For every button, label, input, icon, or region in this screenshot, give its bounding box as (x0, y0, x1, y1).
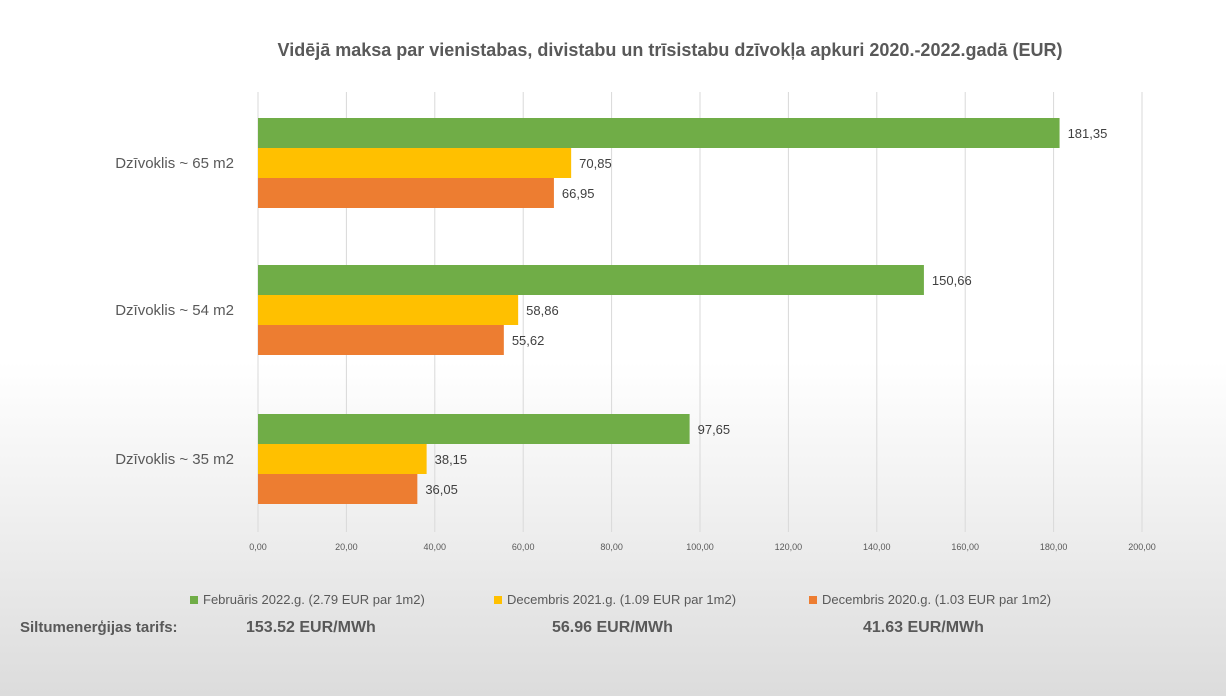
x-tick-label: 140,00 (863, 542, 891, 552)
data-label: 97,65 (698, 422, 731, 437)
tariff-label: Siltumenerģijas tarifs: (20, 619, 178, 636)
legend-item-dec-2021: Decembris 2021.g. (1.09 EUR par 1m2) (494, 592, 736, 607)
data-label: 38,15 (435, 452, 468, 467)
tariff-value-2022: 153.52 EUR/MWh (246, 619, 376, 636)
x-tick-label: 60,00 (512, 542, 535, 552)
bar (258, 265, 924, 295)
data-label: 36,05 (425, 482, 458, 497)
legend-item-dec-2020: Decembris 2020.g. (1.03 EUR par 1m2) (809, 592, 1051, 607)
bar (258, 178, 554, 208)
category-label: Dzīvoklis ~ 54 m2 (115, 302, 234, 319)
bar (258, 414, 690, 444)
bar (258, 444, 427, 474)
x-tick-label: 80,00 (600, 542, 623, 552)
x-tick-label: 120,00 (775, 542, 803, 552)
category-label: Dzīvoklis ~ 65 m2 (115, 155, 234, 172)
legend-swatch-orange (809, 596, 817, 604)
x-tick-label: 180,00 (1040, 542, 1068, 552)
bar (258, 118, 1060, 148)
x-tick-label: 40,00 (424, 542, 447, 552)
data-label: 66,95 (562, 186, 595, 201)
data-label: 150,66 (932, 273, 972, 288)
legend-label: Februāris 2022.g. (2.79 EUR par 1m2) (203, 592, 425, 607)
chart-title: Vidējā maksa par vienistabas, divistabu … (277, 40, 1063, 60)
x-tick-label: 200,00 (1128, 542, 1156, 552)
tariff-value-2021: 56.96 EUR/MWh (552, 619, 673, 636)
data-label: 181,35 (1068, 126, 1108, 141)
data-label: 70,85 (579, 156, 612, 171)
tariff-value-2020: 41.63 EUR/MWh (863, 619, 984, 636)
x-tick-label: 160,00 (951, 542, 979, 552)
legend-label: Decembris 2021.g. (1.09 EUR par 1m2) (507, 592, 737, 607)
legend-swatch-yellow (494, 596, 502, 604)
legend-item-feb-2022: Februāris 2022.g. (2.79 EUR par 1m2) (190, 592, 425, 607)
x-tick-label: 0,00 (249, 542, 267, 552)
category-label: Dzīvoklis ~ 35 m2 (115, 451, 234, 468)
data-label: 58,86 (526, 303, 559, 318)
legend-label: Decembris 2020.g. (1.03 EUR par 1m2) (822, 592, 1052, 607)
bar (258, 295, 519, 325)
legend-swatch-green (190, 596, 198, 604)
data-label: 55,62 (512, 333, 545, 348)
x-tick-label: 20,00 (335, 542, 358, 552)
bar (258, 148, 572, 178)
bar (258, 325, 504, 355)
bar (258, 474, 418, 504)
x-tick-label: 100,00 (686, 542, 714, 552)
